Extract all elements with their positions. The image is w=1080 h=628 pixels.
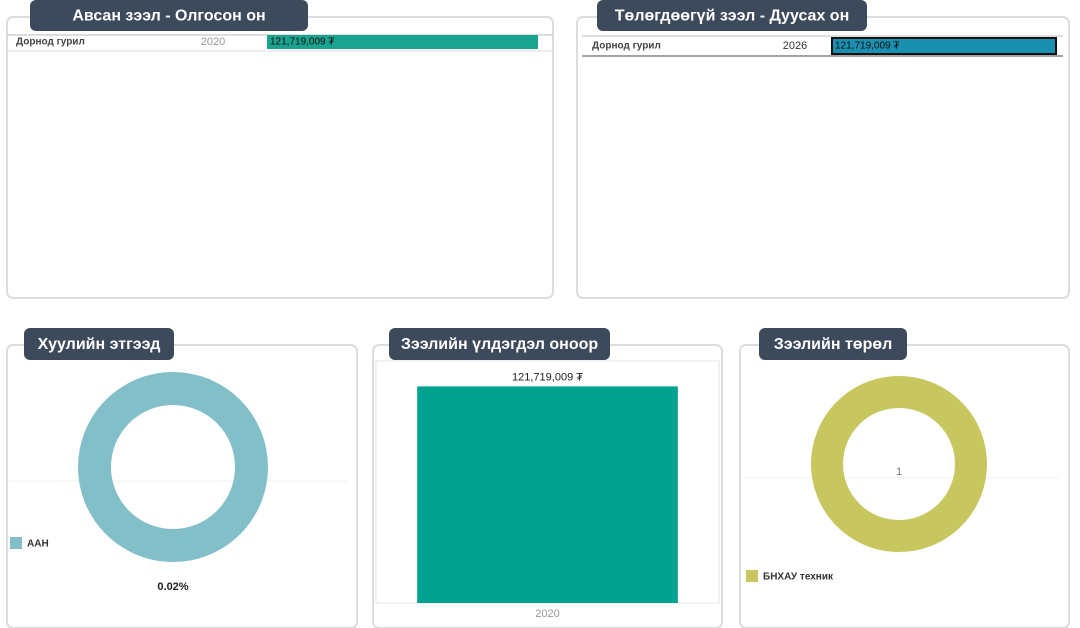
- value-label: 121,719,009 ₮: [512, 371, 583, 383]
- donut-slice: [78, 372, 268, 562]
- donut-slice: [811, 376, 987, 552]
- row-name: Дорнод гурил: [16, 37, 85, 48]
- bar: [831, 37, 1057, 55]
- row-year: 2026: [783, 40, 807, 52]
- chart-title: Хуулийн этгээд: [38, 336, 161, 353]
- card: [576, 16, 1070, 299]
- chart-title: Зээлийн үлдэгдэл оноор: [401, 336, 599, 353]
- legend-swatch: [10, 537, 22, 549]
- chart-title: Авсан зээл - Олгосон он: [72, 8, 265, 25]
- chart-title: Төлөгдөөгүй зээл - Дуусах он: [615, 8, 849, 25]
- row-year: 2020: [201, 36, 225, 48]
- value-label: 121,719,009 ₮: [270, 37, 335, 48]
- title-pill: [24, 328, 174, 360]
- slice-label: 0.02%: [157, 581, 188, 593]
- legend-label: БНХАУ техник: [763, 572, 834, 583]
- value-label: 121,719,009 ₮: [835, 41, 900, 52]
- card: [6, 16, 554, 299]
- title-pill: [597, 0, 867, 31]
- legend-swatch: [746, 570, 758, 582]
- legend-label: ААН: [27, 539, 49, 550]
- bar: [417, 386, 678, 603]
- title-pill: [30, 0, 308, 31]
- slice-label: 1: [896, 466, 902, 478]
- chart-title: Зээлийн төрөл: [774, 336, 893, 353]
- x-tick-label: 2020: [535, 608, 559, 620]
- row-name: Дорнод гурил: [592, 41, 661, 52]
- title-pill: [759, 328, 907, 360]
- title-pill: [389, 328, 610, 360]
- bar: [267, 35, 538, 49]
